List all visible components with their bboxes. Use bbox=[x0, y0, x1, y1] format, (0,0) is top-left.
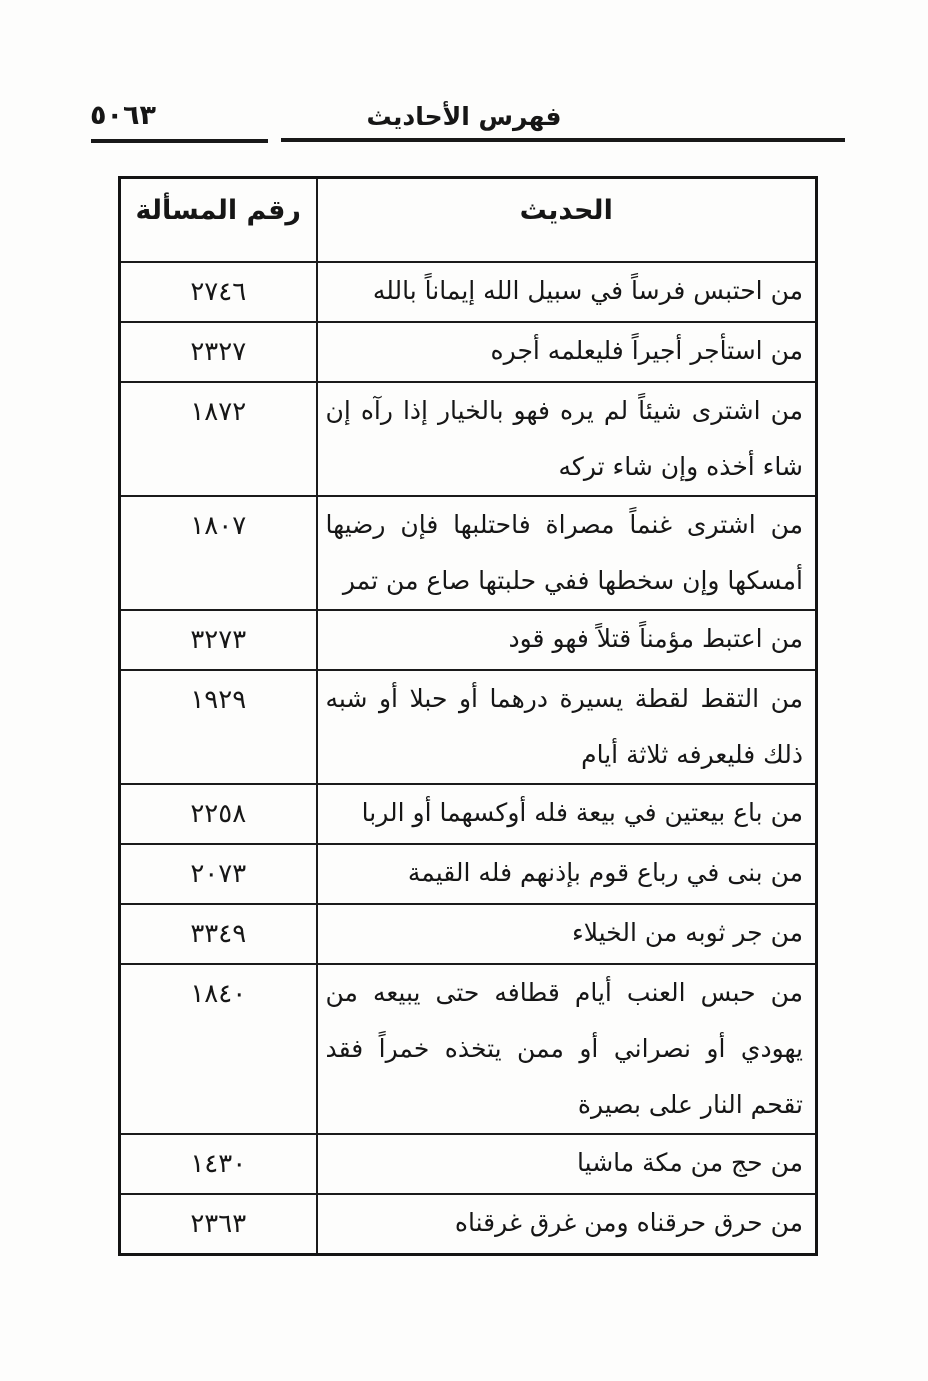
table-row: من اشترى غنماً مصراة فاحتلبها فإن رضيها … bbox=[118, 494, 818, 611]
issue-number-cell: ١٨٤٠ bbox=[118, 962, 318, 1135]
issue-number-cell: ١٩٢٩ bbox=[118, 668, 318, 785]
table-row: من جر ثوبه من الخيلاء ٣٣٤٩ bbox=[118, 902, 818, 965]
issue-number-cell: ٢٠٧٣ bbox=[118, 842, 318, 905]
issue-number-cell: ٢٢٥٨ bbox=[118, 782, 318, 845]
table-header-row: الحديث رقم المسألة bbox=[118, 176, 818, 263]
hadith-cell: من حبس العنب أيام قطافه حتى يبيعه من يهو… bbox=[315, 962, 818, 1135]
issue-number-cell: ١٨٠٧ bbox=[118, 494, 318, 611]
issue-number-cell: ٢٧٤٦ bbox=[118, 260, 318, 323]
hadith-cell: من اعتبط مؤمناً قتلاً فهو قود bbox=[315, 608, 818, 671]
table-row: من حرق حرقناه ومن غرق غرقناه ٢٣٦٣ bbox=[118, 1192, 818, 1255]
issue-number-cell: ٣٢٧٣ bbox=[118, 608, 318, 671]
table-row: من بنى في رباع قوم بإذنهم فله القيمة ٢٠٧… bbox=[118, 842, 818, 905]
table-row: من التقط لقطة يسيرة درهما أو حبلا أو شبه… bbox=[118, 668, 818, 785]
issue-number-header-cell: رقم المسألة bbox=[118, 176, 318, 263]
hadith-cell: من حرق حرقناه ومن غرق غرقناه bbox=[315, 1192, 818, 1255]
page-title: فهرس الأحاديث bbox=[366, 102, 562, 131]
header-rule-left bbox=[91, 139, 268, 143]
table-row: من اعتبط مؤمناً قتلاً فهو قود ٣٢٧٣ bbox=[118, 608, 818, 671]
issue-number-cell: ١٨٧٢ bbox=[118, 380, 318, 497]
page-number: ٥٠٦٣ bbox=[90, 100, 156, 131]
table-row: من باع بيعتين في بيعة فله أوكسهما أو الر… bbox=[118, 782, 818, 845]
table-row: من اشترى شيئاً لم يره فهو بالخيار إذا رآ… bbox=[118, 380, 818, 497]
hadith-cell: من باع بيعتين في بيعة فله أوكسهما أو الر… bbox=[315, 782, 818, 845]
hadith-cell: من جر ثوبه من الخيلاء bbox=[315, 902, 818, 965]
issue-number-cell: ١٤٣٠ bbox=[118, 1132, 318, 1195]
header-rule-right bbox=[281, 138, 845, 142]
table-row: من حبس العنب أيام قطافه حتى يبيعه من يهو… bbox=[118, 962, 818, 1135]
table-row: من حج من مكة ماشيا ١٤٣٠ bbox=[118, 1132, 818, 1195]
table-row: من استأجر أجيراً فليعلمه أجره ٢٣٢٧ bbox=[118, 320, 818, 383]
hadith-cell: من احتبس فرساً في سبيل الله إيماناً بالل… bbox=[315, 260, 818, 323]
hadith-index-table: الحديث رقم المسألة من احتبس فرساً في سبي… bbox=[118, 176, 818, 1256]
hadith-cell: من اشترى شيئاً لم يره فهو بالخيار إذا رآ… bbox=[315, 380, 818, 497]
hadith-header-cell: الحديث bbox=[315, 176, 818, 263]
hadith-cell: من اشترى غنماً مصراة فاحتلبها فإن رضيها … bbox=[315, 494, 818, 611]
issue-number-cell: ٢٣٢٧ bbox=[118, 320, 318, 383]
table-row: من احتبس فرساً في سبيل الله إيماناً بالل… bbox=[118, 260, 818, 323]
issue-number-cell: ٣٣٤٩ bbox=[118, 902, 318, 965]
issue-number-cell: ٢٣٦٣ bbox=[118, 1192, 318, 1255]
hadith-cell: من استأجر أجيراً فليعلمه أجره bbox=[315, 320, 818, 383]
hadith-cell: من حج من مكة ماشيا bbox=[315, 1132, 818, 1195]
hadith-cell: من بنى في رباع قوم بإذنهم فله القيمة bbox=[315, 842, 818, 905]
hadith-cell: من التقط لقطة يسيرة درهما أو حبلا أو شبه… bbox=[315, 668, 818, 785]
